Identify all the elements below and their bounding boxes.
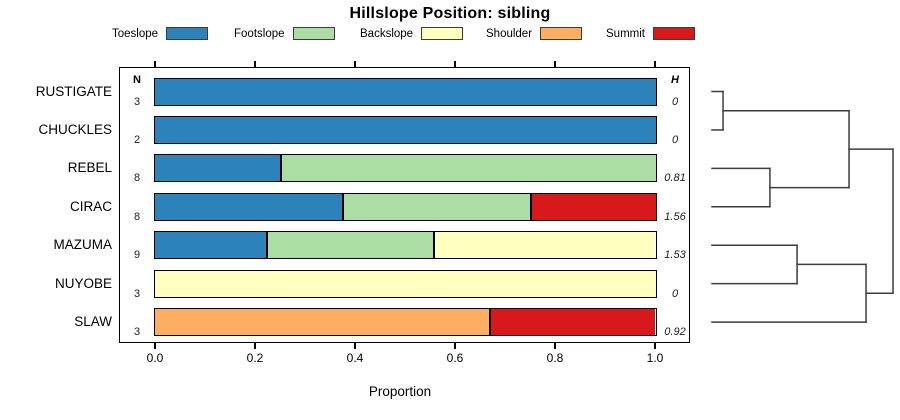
bar-segment-toeslope [154,78,656,105]
n-value: 2 [133,133,141,146]
legend-swatch-shoulder [540,27,583,40]
row-label: CHUCKLES [38,121,112,137]
legend-item-backslope: Backslope [360,26,464,41]
legend-item-footslope: Footslope [234,26,335,41]
n-value: 3 [133,95,141,108]
row-label: SLAW [74,314,112,330]
legend-swatch-summit [652,27,695,40]
n-value: 8 [133,210,141,223]
h-value: 0 [671,287,679,300]
row-label: REBEL [67,160,112,176]
legend-swatch-toeslope [166,27,209,40]
legend-label: Footslope [234,27,285,40]
x-tick-label: 0.8 [546,351,564,365]
x-axis-label: Proportion [368,384,432,399]
bar-segment-backslope [154,270,656,297]
x-tick-bottom [154,343,156,349]
bar-segment-summit [488,309,656,336]
h-value: 1.56 [664,210,686,223]
bar-segment-summit [530,193,656,220]
x-tick-top [554,61,556,67]
h-value: 0.81 [664,172,686,185]
bar-segment-footslope [279,155,656,182]
bar-segment-footslope [265,232,433,259]
x-tick-bottom [354,343,356,349]
bar-row [153,77,657,106]
legend-label: Summit [606,27,645,40]
bar-segment-toeslope [154,155,280,182]
h-value: 0 [671,133,679,146]
legend-item-summit: Summit [606,26,695,41]
x-tick-label: 1.0 [646,351,664,365]
row-label: CIRAC [69,198,112,214]
n-value: 8 [133,172,141,185]
plot-box [119,67,690,343]
bar-row [153,231,657,260]
x-tick-bottom [454,343,456,349]
row-label: MAZUMA [53,237,113,253]
bar-segment-toeslope [154,232,266,259]
x-tick-top [654,61,656,67]
chart-title: Hillslope Position: sibling [349,5,551,22]
legend-item-shoulder: Shoulder [486,26,583,41]
bar-segment-toeslope [154,116,656,143]
x-tick-bottom [654,343,656,349]
bar-segment-footslope [342,193,531,220]
x-tick-bottom [254,343,256,349]
n-column-header: N [133,74,141,86]
bar-segment-shoulder [154,309,489,336]
x-tick-label: 0.6 [446,351,464,365]
x-tick-top [154,61,156,67]
x-tick-label: 0.4 [346,351,364,365]
bar-segment-toeslope [154,193,343,220]
bar-row [153,269,657,298]
legend-item-toeslope: Toeslope [112,26,209,41]
legend-label: Toeslope [112,27,159,40]
h-column-header: H [671,74,679,86]
n-value: 9 [133,249,141,262]
bar-row [153,192,657,221]
row-label: NUYOBE [54,275,112,291]
n-value: 3 [133,326,141,339]
h-value: 0.92 [664,326,686,339]
x-tick-top [354,61,356,67]
row-label: RUSTIGATE [35,83,112,99]
dendrogram [711,90,894,323]
x-tick-bottom [554,343,556,349]
x-tick-top [454,61,456,67]
bar-segment-backslope [432,232,656,259]
h-value: 0 [671,95,679,108]
x-tick-label: 0.0 [146,351,164,365]
x-tick-label: 0.2 [246,351,264,365]
legend-label: Shoulder [486,27,533,40]
bar-row [153,115,657,144]
legend-swatch-footslope [292,27,335,40]
bar-row [153,154,657,183]
legend-label: Backslope [360,27,414,40]
bar-row [153,308,657,337]
x-tick-top [254,61,256,67]
legend-swatch-backslope [421,27,464,40]
n-value: 3 [133,287,141,300]
h-value: 1.53 [664,249,686,262]
